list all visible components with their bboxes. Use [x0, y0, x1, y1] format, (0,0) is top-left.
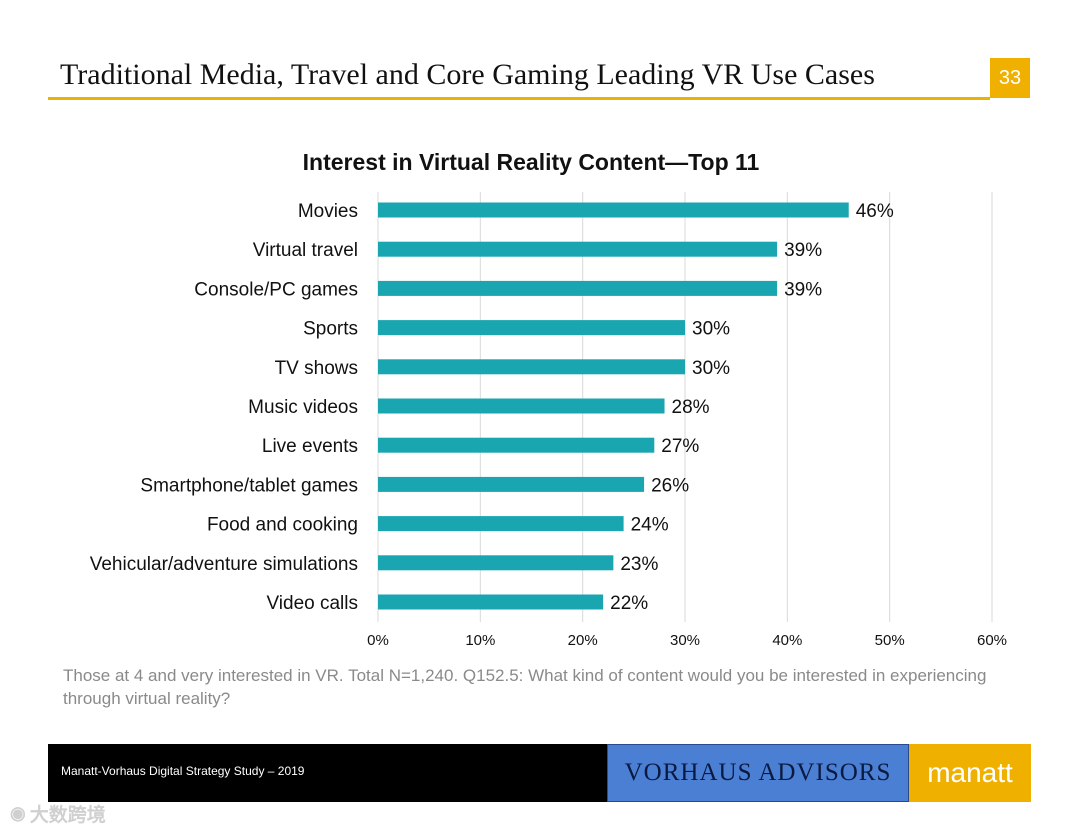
x-tick-label: 60%: [977, 632, 1007, 649]
category-labels: Movies Virtual travel Console/PC games Spor…: [90, 201, 358, 614]
bar: [378, 398, 665, 414]
bar: [378, 202, 849, 218]
x-tick-label: 30%: [670, 632, 700, 649]
category-label: TV shows: [275, 358, 358, 379]
bar: [378, 359, 685, 375]
value-label: 39%: [784, 240, 822, 261]
bars: [378, 202, 849, 610]
bar: [378, 476, 645, 492]
x-tick-label: 50%: [875, 632, 905, 649]
value-label: 30%: [692, 319, 730, 340]
value-label: 23%: [620, 554, 658, 575]
vorhaus-logo: VORHAUS ADVISORS: [607, 744, 909, 802]
value-label: 27%: [661, 436, 699, 457]
watermark-text: 大数跨境: [29, 805, 106, 826]
watermark: ◉ 大数跨境: [10, 800, 106, 827]
manatt-logo: manatt: [909, 744, 1031, 802]
value-label: 22%: [610, 593, 648, 614]
chart-title: Interest in Virtual Reality Content—Top …: [303, 149, 760, 175]
x-tick-label: 0%: [367, 632, 389, 649]
x-tick-label: 40%: [772, 632, 802, 649]
bar-chart: Interest in Virtual Reality Content—Top …: [90, 149, 1007, 649]
category-label: Console/PC games: [194, 279, 358, 300]
value-labels: 46% 39% 39% 30% 30% 28% 27% 26% 24% 23% 22%: [610, 201, 894, 614]
category-label: Sports: [303, 319, 358, 340]
weibo-icon: ◉: [10, 803, 26, 823]
category-label: Music videos: [248, 397, 358, 418]
bar: [378, 437, 655, 453]
bar: [378, 280, 778, 296]
x-tick-label: 10%: [465, 632, 495, 649]
category-label: Virtual travel: [253, 240, 358, 261]
category-label: Vehicular/adventure simulations: [90, 554, 358, 575]
value-label: 39%: [784, 279, 822, 300]
x-tick-label: 20%: [568, 632, 598, 649]
value-label: 46%: [856, 201, 894, 222]
bar: [378, 241, 778, 257]
category-label: Smartphone/tablet games: [140, 475, 358, 496]
title-divider: [48, 97, 990, 100]
bar: [378, 516, 624, 532]
value-label: 28%: [672, 397, 710, 418]
bar: [378, 594, 604, 610]
category-label: Live events: [262, 436, 358, 457]
page-number: 33: [990, 58, 1030, 98]
footer-bar: [48, 744, 608, 802]
category-label: Food and cooking: [207, 515, 358, 536]
category-label: Movies: [298, 201, 358, 222]
value-label: 24%: [631, 515, 669, 536]
slide-title: Traditional Media, Travel and Core Gamin…: [60, 58, 875, 91]
value-label: 30%: [692, 358, 730, 379]
footer-study-text: Manatt-Vorhaus Digital Strategy Study – …: [61, 764, 305, 778]
bar: [378, 555, 614, 571]
x-axis-ticks: 0% 10% 20% 30% 40% 50% 60%: [367, 632, 1007, 649]
category-label: Video calls: [266, 593, 358, 614]
bar: [378, 320, 685, 336]
value-label: 26%: [651, 475, 689, 496]
footnote: Those at 4 and very interested in VR. To…: [63, 666, 987, 708]
